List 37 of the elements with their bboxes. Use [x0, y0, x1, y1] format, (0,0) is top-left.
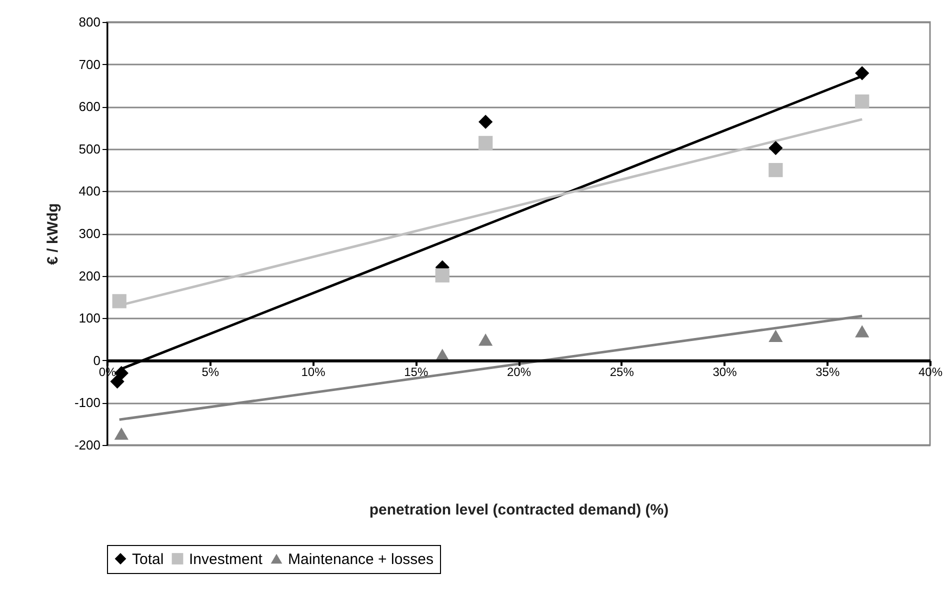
y-tick-label: -200	[74, 438, 100, 452]
point	[112, 294, 126, 308]
point	[855, 325, 870, 338]
y-tick-label: 300	[78, 226, 100, 241]
y-tick-label: 600	[78, 99, 100, 114]
y-tick-label: 800	[78, 14, 100, 30]
legend-label: Total	[132, 550, 164, 568]
x-tick-label: 40%	[918, 364, 943, 379]
legend-label: Investment	[189, 550, 264, 568]
point	[435, 268, 450, 282]
point	[478, 334, 493, 346]
y-tick-label: -100	[74, 395, 100, 410]
point	[478, 136, 493, 150]
point	[768, 162, 783, 178]
point	[768, 330, 783, 342]
point	[114, 366, 128, 380]
y-tick-label: 200	[78, 268, 100, 284]
point	[768, 140, 783, 156]
x-tick-label: 15%	[404, 364, 428, 379]
y-tick-label: 700	[78, 56, 100, 72]
point	[114, 427, 128, 440]
x-tick-label: 35%	[816, 364, 840, 379]
x-tick-label: 5%	[202, 364, 220, 379]
y-axis-title: € / kWdg	[44, 203, 62, 265]
x-axis-title: penetration level (contracted demand) (%)	[369, 502, 669, 518]
legend-label: Maintenance + losses	[288, 550, 434, 568]
point	[478, 114, 493, 129]
y-tick-label: 100	[78, 310, 100, 326]
x-tick-label: 25%	[610, 364, 634, 379]
y-tick-label: 400	[78, 184, 100, 199]
x-tick-label: 30%	[712, 364, 738, 379]
y-tick-label: 500	[78, 141, 100, 156]
x-tick-label: 20%	[506, 364, 532, 379]
x-tick-label: 10%	[301, 364, 326, 379]
y-tick-label: 0	[93, 352, 100, 368]
point	[855, 94, 870, 109]
point	[855, 66, 870, 80]
